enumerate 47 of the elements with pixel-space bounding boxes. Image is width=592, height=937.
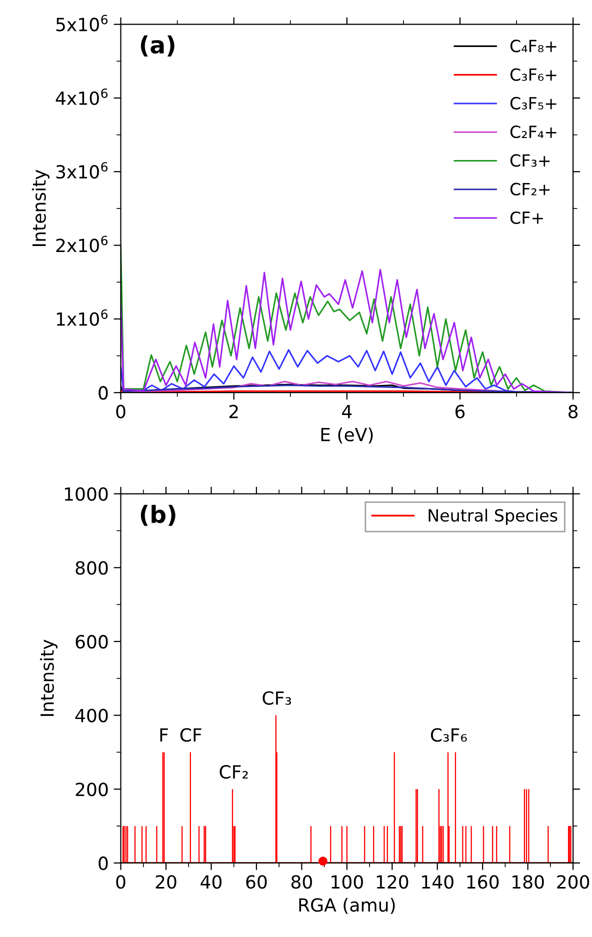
- y-axis-title: Intensity: [32, 170, 50, 246]
- annotation: CF: [180, 728, 202, 742]
- x-tick-label: 40: [200, 875, 222, 889]
- y-tick-label: 1000: [64, 487, 108, 501]
- x-tick-label: 100: [332, 875, 363, 889]
- x-axis-title: RGA (amu): [299, 898, 395, 914]
- y-tick-label: 3x10$^{6}$: [56, 162, 108, 179]
- legend-label: Neutral Species: [428, 508, 558, 525]
- legend-label: CF₃+: [510, 154, 550, 167]
- annotation: F: [160, 728, 168, 742]
- y-tick-label: 0: [98, 386, 108, 400]
- y-tick-label: 200: [76, 782, 108, 796]
- annotation: CF₂: [220, 765, 248, 779]
- x-tick-label: 0: [116, 404, 126, 418]
- x-tick-label: 0: [116, 875, 126, 889]
- y-tick-label: 600: [76, 634, 108, 649]
- y-tick-label: 5x10$^{6}$: [56, 14, 108, 32]
- chart-title: (a): [140, 35, 174, 56]
- x-tick-label: 200: [557, 875, 590, 889]
- x-tick-label: 2: [229, 404, 238, 418]
- y-tick-label: 0: [98, 856, 108, 870]
- x-tick-label: 4: [342, 404, 352, 418]
- y-tick-label: 400: [75, 708, 108, 722]
- x-tick-label: 20: [156, 875, 176, 889]
- legend-label: C₃F₆+: [510, 68, 556, 81]
- x-tick-label: 140: [422, 875, 454, 889]
- x-tick-label: 60: [246, 875, 267, 889]
- annotation: C₃F₆: [430, 728, 467, 742]
- x-tick-label: 160: [467, 875, 499, 889]
- y-tick-label: 800: [76, 561, 108, 575]
- x-tick-label: 120: [376, 875, 408, 889]
- legend-label: C₄F₈+: [510, 40, 556, 52]
- legend-label: CF₂+: [510, 182, 550, 196]
- annotation: CF₃: [262, 691, 292, 705]
- x-tick-label: 6: [456, 404, 465, 418]
- x-tick-label: 80: [291, 875, 312, 889]
- x-axis-title: E (eV): [321, 427, 373, 444]
- y-tick-label: 2x10$^{6}$: [56, 236, 108, 252]
- legend-label: CF+: [510, 211, 543, 224]
- y-tick-label: 4x10$^{6}$: [56, 88, 108, 105]
- x-tick-label: 8: [568, 404, 578, 418]
- chart-title: (b): [140, 504, 176, 526]
- legend-label: C₂F₄+: [510, 126, 556, 138]
- y-tick-label: 1x10$^{6}$: [56, 309, 108, 326]
- x-tick-label: 180: [512, 875, 544, 889]
- y-axis-title: Intensity: [40, 640, 58, 716]
- legend-label: C₃F₅+: [510, 96, 556, 110]
